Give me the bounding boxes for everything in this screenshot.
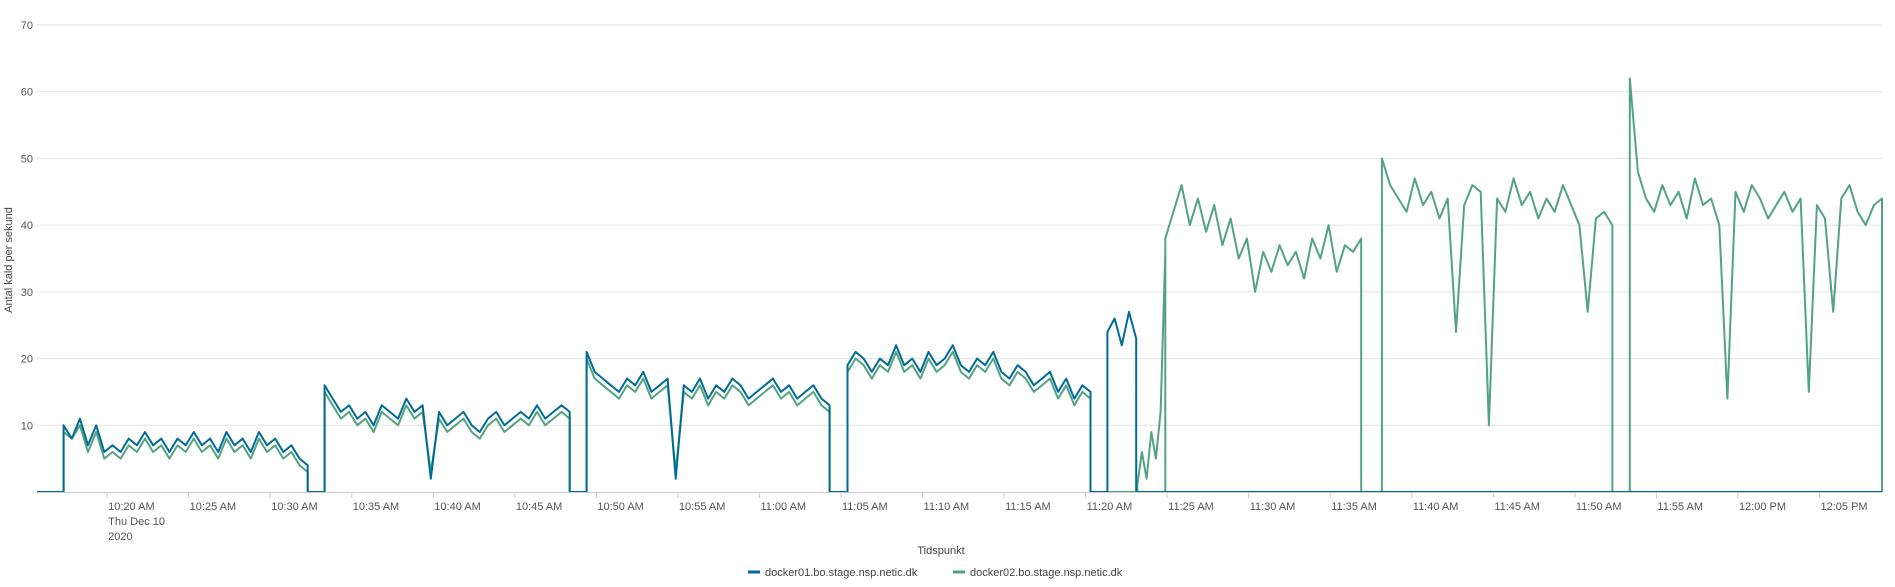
x-tick-label: 11:00 AM [760,501,806,513]
y-axis-ticks: 10 20 30 40 50 60 70 [21,20,33,432]
x-tick-label: 10:45 AM [516,501,562,513]
y-tick-label: 70 [21,20,33,32]
grid-lines [37,24,1882,426]
y-tick-label: 20 [21,354,33,366]
series-lines [37,77,1883,493]
x-tick-label: 12:05 PM [1820,501,1867,513]
legend-label: docker01.bo.stage.nsp.netic.dk [765,567,918,579]
x-tick-label: 10:20 AM [108,501,154,513]
x-tick-label: 11:30 AM [1250,501,1296,513]
x-tick-label: 11:50 AM [1576,501,1622,513]
y-tick-label: 10 [21,420,33,432]
x-tick-label: 11:40 AM [1413,501,1459,513]
x-tick-label: 11:35 AM [1331,501,1377,513]
y-axis-title: Antal kald per sekund [3,207,15,313]
x-tick-label: 11:10 AM [924,501,970,513]
x-axis-ticks: 10:20 AM Thu Dec 10 2020 10:25 AM 10:30 AM 10… [106,492,1868,543]
x-tick-label: 10:35 AM [353,501,399,513]
x-tick-sublabel: Thu Dec 10 [108,516,165,528]
legend: docker01.bo.stage.nsp.netic.dk docker02.b… [748,567,1123,579]
y-tick-label: 30 [21,287,33,299]
y-tick-label: 40 [21,220,33,232]
x-tick-label: 10:25 AM [190,501,236,513]
x-tick-label: 11:25 AM [1168,501,1214,513]
x-tick-label: 10:50 AM [597,501,643,513]
x-tick-label: 10:30 AM [271,501,317,513]
x-tick-label: 11:45 AM [1494,501,1540,513]
x-axis-title: Tidspunkt [917,545,964,557]
x-tick-label: 11:15 AM [1005,501,1051,513]
x-tick-label: 11:05 AM [842,501,888,513]
x-tick-sublabel: 2020 [108,531,132,543]
x-tick-label: 11:55 AM [1657,501,1703,513]
x-tick-label: 12:00 PM [1739,501,1786,513]
series-line-docker02 [37,77,1883,493]
y-tick-label: 60 [21,87,33,99]
x-tick-label: 11:20 AM [1087,501,1133,513]
legend-label: docker02.bo.stage.nsp.netic.dk [970,567,1123,579]
x-tick-label: 10:40 AM [434,501,480,513]
x-tick-label: 10:55 AM [679,501,725,513]
series-line-docker01 [37,310,1882,493]
y-tick-label: 50 [21,153,33,165]
